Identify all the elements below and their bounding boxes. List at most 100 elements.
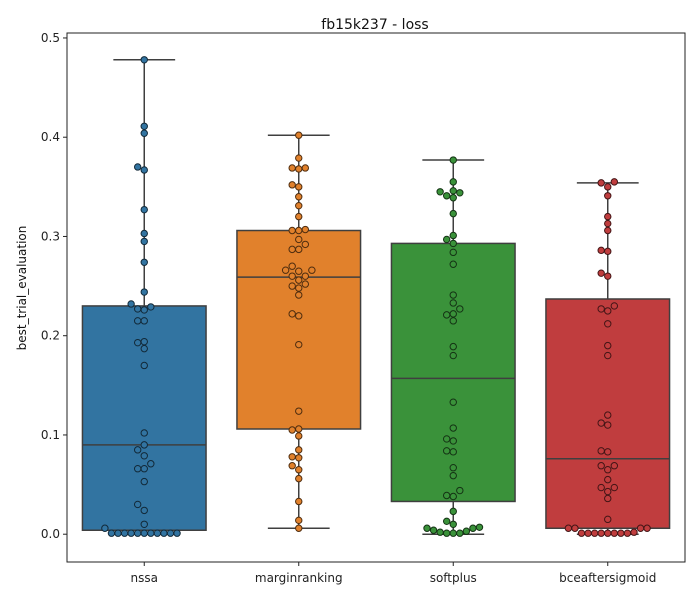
data-point: [604, 212, 612, 221]
data-point: [301, 164, 310, 172]
data-point: [449, 464, 457, 472]
data-point: [436, 188, 444, 196]
data-point: [140, 465, 148, 473]
data-point: [140, 529, 148, 537]
data-point: [449, 299, 457, 307]
data-point: [295, 291, 303, 299]
data-point: [456, 529, 464, 537]
data-point: [288, 453, 296, 461]
data-point: [133, 305, 142, 313]
data-point: [597, 179, 605, 187]
data-point: [288, 181, 296, 189]
data-point: [597, 269, 605, 277]
data-point: [643, 524, 651, 532]
plot-area: [81, 56, 671, 537]
data-point: [281, 266, 290, 274]
data-point: [442, 447, 451, 455]
data-point: [630, 528, 638, 536]
data-point: [140, 344, 148, 353]
data-point: [436, 528, 444, 536]
data-point: [295, 226, 303, 235]
data-point: [295, 165, 303, 173]
data-point: [604, 465, 612, 474]
data-point: [147, 303, 155, 311]
data-point: [140, 361, 148, 370]
data-point: [140, 452, 148, 460]
data-point: [610, 529, 619, 537]
data-point: [604, 272, 612, 280]
data-point: [449, 398, 457, 406]
data-point: [456, 305, 464, 313]
box-marginranking: [236, 229, 362, 430]
data-point: [295, 446, 303, 454]
data-point: [301, 280, 310, 288]
plot-frame: [66, 32, 686, 563]
data-point: [295, 516, 303, 525]
data-point: [295, 183, 303, 191]
data-point: [140, 166, 148, 174]
data-point: [295, 497, 303, 506]
data-point: [442, 192, 451, 200]
data-point: [577, 529, 586, 537]
x-tick-label: bceaftersigmoid: [559, 571, 656, 585]
data-point: [147, 460, 155, 468]
data-point: [604, 529, 612, 537]
data-point: [288, 262, 296, 270]
data-point: [604, 341, 612, 350]
data-point: [147, 529, 155, 537]
data-point: [604, 307, 612, 315]
data-point: [140, 441, 148, 449]
data-point: [140, 129, 148, 137]
data-point: [449, 187, 457, 195]
data-point: [604, 247, 612, 256]
data-point: [610, 302, 619, 310]
data-point: [604, 320, 612, 328]
data-point: [449, 260, 457, 268]
data-point: [295, 432, 303, 440]
data-point: [442, 311, 451, 319]
data-point: [449, 156, 457, 164]
data-point: [295, 474, 303, 483]
data-point: [449, 471, 457, 480]
data-point: [571, 524, 579, 532]
data-point: [597, 447, 605, 455]
data-point: [597, 419, 605, 427]
data-point: [288, 226, 296, 235]
data-point: [449, 342, 457, 351]
data-point: [623, 529, 632, 537]
data-point: [449, 239, 457, 248]
data-point: [295, 284, 303, 292]
data-point: [604, 219, 612, 228]
data-point: [295, 340, 303, 349]
y-tick-label: 0.2: [41, 329, 60, 343]
data-point: [107, 529, 116, 537]
data-point: [604, 192, 612, 200]
data-point: [469, 524, 477, 532]
chart-title: fb15k237 - loss: [321, 17, 428, 33]
data-point: [636, 524, 645, 532]
data-point: [590, 529, 599, 537]
data-point: [295, 465, 303, 474]
data-point: [449, 310, 457, 318]
data-point: [604, 183, 612, 191]
data-point: [449, 209, 457, 218]
data-point: [449, 529, 457, 537]
data-point: [597, 529, 605, 537]
x-tick-label: marginranking: [255, 571, 343, 585]
data-point: [295, 154, 303, 162]
data-point: [449, 291, 457, 299]
data-point: [597, 462, 605, 470]
data-point: [449, 178, 457, 186]
data-point: [564, 524, 573, 532]
data-point: [604, 351, 612, 360]
data-point: [288, 282, 296, 290]
data-point: [449, 520, 457, 528]
data-point: [604, 515, 612, 524]
data-point: [288, 245, 296, 254]
data-point: [610, 178, 619, 186]
data-point: [114, 529, 122, 537]
data-point: [133, 317, 142, 325]
data-point: [288, 462, 296, 470]
data-point: [610, 483, 619, 492]
